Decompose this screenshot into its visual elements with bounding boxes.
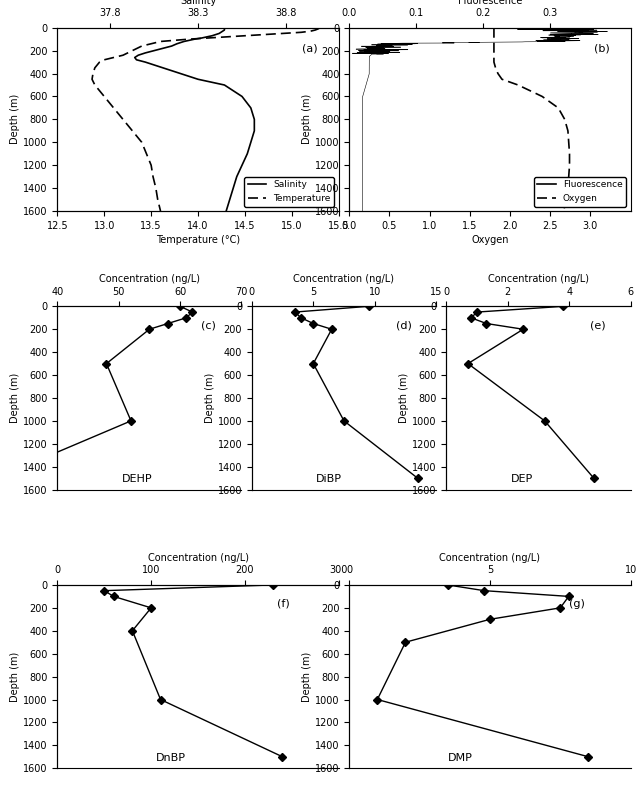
- X-axis label: Temperature (°C): Temperature (°C): [156, 235, 240, 245]
- X-axis label: Concentration (ng/L): Concentration (ng/L): [488, 275, 589, 284]
- X-axis label: Oxygen: Oxygen: [471, 235, 509, 245]
- Y-axis label: Depth (m): Depth (m): [302, 94, 312, 144]
- Text: DEP: DEP: [511, 474, 533, 484]
- Text: (d): (d): [396, 320, 412, 330]
- Y-axis label: Depth (m): Depth (m): [10, 373, 20, 423]
- Legend: Fluorescence, Oxygen: Fluorescence, Oxygen: [534, 177, 626, 207]
- Text: DiBP: DiBP: [317, 474, 342, 484]
- X-axis label: Concentration (ng/L): Concentration (ng/L): [148, 553, 248, 563]
- Y-axis label: Depth (m): Depth (m): [302, 652, 312, 702]
- Text: (b): (b): [594, 44, 610, 54]
- Text: DMP: DMP: [448, 753, 473, 763]
- X-axis label: Fluorescence: Fluorescence: [458, 0, 522, 6]
- Text: (a): (a): [302, 44, 318, 54]
- Y-axis label: Depth (m): Depth (m): [10, 652, 20, 702]
- Legend: Salinity, Temperature: Salinity, Temperature: [245, 177, 334, 207]
- Y-axis label: Depth (m): Depth (m): [399, 373, 410, 423]
- Y-axis label: Depth (m): Depth (m): [204, 373, 215, 423]
- X-axis label: Concentration (ng/L): Concentration (ng/L): [294, 275, 394, 284]
- Text: DnBP: DnBP: [156, 753, 186, 763]
- Text: (e): (e): [590, 320, 606, 330]
- X-axis label: Salinity: Salinity: [180, 0, 216, 6]
- Text: DEHP: DEHP: [122, 474, 152, 484]
- X-axis label: Concentration (ng/L): Concentration (ng/L): [99, 275, 200, 284]
- X-axis label: Concentration (ng/L): Concentration (ng/L): [440, 553, 540, 563]
- Text: (c): (c): [201, 320, 216, 330]
- Text: (f): (f): [277, 599, 290, 609]
- Text: (g): (g): [569, 599, 585, 609]
- Y-axis label: Depth (m): Depth (m): [10, 94, 20, 144]
